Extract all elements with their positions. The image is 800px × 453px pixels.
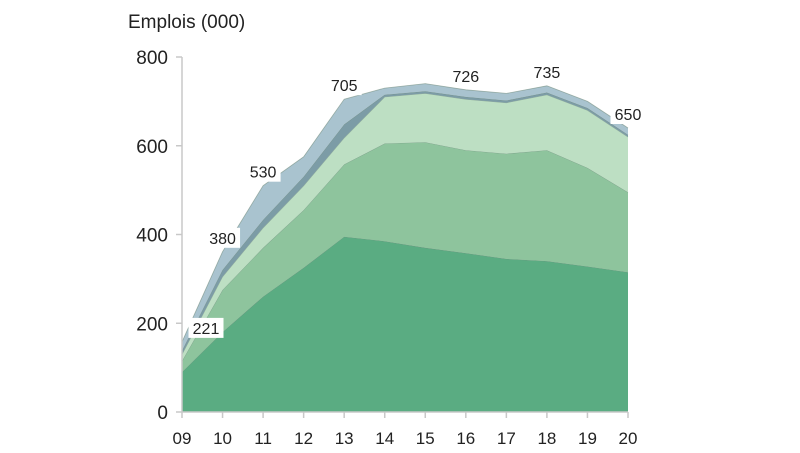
- y-tick-label: 200: [136, 314, 168, 335]
- x-tick-label: 17: [497, 429, 516, 448]
- x-tick-label: 12: [294, 429, 313, 448]
- x-tick-label: 11: [254, 429, 272, 448]
- data-label-background: [529, 61, 565, 82]
- data-label-background: [188, 317, 224, 338]
- data-label: 735: [534, 65, 561, 82]
- data-label: 221: [193, 321, 220, 338]
- data-label: 530: [250, 165, 277, 182]
- data-labels-group: 221 380 530 705 726 735 650: [188, 61, 646, 338]
- data-label: 650: [615, 107, 642, 124]
- data-label-background: [205, 227, 241, 248]
- y-tick-label: 600: [136, 137, 168, 158]
- x-tick-label: 18: [537, 429, 556, 448]
- data-label: 705: [331, 78, 358, 95]
- area-series-3: [182, 93, 628, 362]
- data-label: 380: [209, 231, 236, 248]
- area-series-1: [182, 236, 628, 412]
- axes-group: 0 200 400 600 800 09 10 11 12 13 14 15 16 17 18 19 20: [136, 48, 637, 448]
- x-tick-label: 15: [416, 429, 435, 448]
- data-label-background: [245, 161, 281, 182]
- y-axis-label: Emplois (000): [128, 12, 245, 33]
- area-series-2: [182, 142, 628, 373]
- y-tick-label: 0: [157, 403, 168, 424]
- x-tick-label: 16: [456, 429, 475, 448]
- y-tick-label: 400: [136, 226, 168, 247]
- data-label-background: [448, 65, 484, 86]
- y-tick-label: 800: [136, 48, 168, 69]
- x-tick-label: 14: [375, 429, 394, 448]
- area-series-group: [181, 83, 629, 412]
- data-label: 726: [452, 69, 479, 86]
- x-tick-label: 10: [213, 429, 232, 448]
- x-tick-label: 19: [578, 429, 597, 448]
- series-edge-5: [181, 83, 629, 343]
- x-tick-label: 13: [335, 429, 354, 448]
- x-tick-label: 09: [173, 429, 192, 448]
- data-label-background: [326, 75, 362, 96]
- data-label-background: [610, 104, 646, 124]
- x-tick-label: 20: [619, 429, 638, 448]
